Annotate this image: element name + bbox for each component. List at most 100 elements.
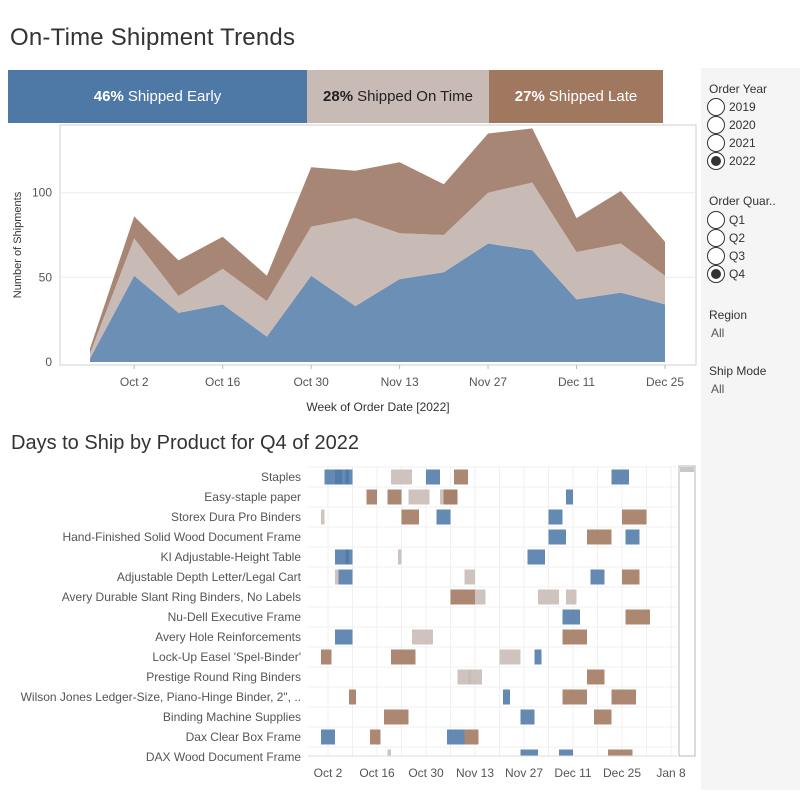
gantt-x-tick-label: Oct 2 xyxy=(314,766,343,780)
gantt-bar-early[interactable] xyxy=(566,489,573,505)
gantt-bar-late[interactable] xyxy=(443,489,458,505)
gantt-bar-early[interactable] xyxy=(321,729,335,745)
gantt-bar-early[interactable] xyxy=(335,469,353,485)
gantt-bar-ontime[interactable] xyxy=(398,549,402,565)
gantt-bar-late[interactable] xyxy=(594,709,612,725)
gantt-bar-late[interactable] xyxy=(321,649,332,665)
days-to-ship-gantt-chart: Staples Easy-staple paper Storex Dura Pro … xyxy=(21,465,696,780)
gantt-bar-early[interactable] xyxy=(520,709,535,725)
radio-quarter-q1[interactable]: Q1 xyxy=(707,211,745,229)
gantt-bar-late[interactable] xyxy=(349,689,356,705)
gantt-bar-late[interactable] xyxy=(562,689,588,705)
gantt-bar-late[interactable] xyxy=(464,729,479,745)
area-y-tick-label: 100 xyxy=(32,186,52,200)
gantt-x-tick-label: Oct 30 xyxy=(408,766,444,780)
gantt-bar-early[interactable] xyxy=(590,569,605,585)
gantt-bar-early[interactable] xyxy=(345,469,350,485)
area-x-tick-label: Nov 27 xyxy=(469,375,507,389)
radio-quarter-q1-circle[interactable] xyxy=(707,211,725,229)
gantt-bar-late[interactable] xyxy=(625,609,651,625)
gantt-bar-late[interactable] xyxy=(391,649,416,665)
gantt-bar-late[interactable] xyxy=(608,749,633,757)
radio-year-2019-circle[interactable] xyxy=(707,98,725,116)
radio-quarter-q4[interactable]: Q4 xyxy=(707,265,745,283)
gantt-bar-late[interactable] xyxy=(611,689,637,705)
summary-early-label: Shipped Early xyxy=(127,88,222,105)
filter-order-year-title: Order Year xyxy=(709,82,768,96)
area-series-shipped-late[interactable] xyxy=(90,128,665,354)
gantt-bar-early[interactable] xyxy=(548,529,567,545)
gantt-bar-late[interactable] xyxy=(366,489,378,505)
gantt-bar-early[interactable] xyxy=(436,509,451,525)
gantt-bar-late[interactable] xyxy=(384,709,409,725)
gantt-product-label: Prestige Round Ring Binders xyxy=(146,670,301,684)
gantt-bar-ontime[interactable] xyxy=(391,469,412,485)
gantt-bar-early[interactable] xyxy=(548,509,563,525)
radio-year-2021-circle[interactable] xyxy=(707,134,725,152)
gantt-bar-late[interactable] xyxy=(622,509,647,525)
radio-year-2019[interactable]: 2019 xyxy=(707,98,756,116)
gantt-bar-early[interactable] xyxy=(426,469,440,485)
gantt-bar-late[interactable] xyxy=(587,529,612,545)
gantt-bar-ontime[interactable] xyxy=(321,509,325,525)
gantt-bar-early[interactable] xyxy=(335,549,353,565)
gantt-bar-late[interactable] xyxy=(401,509,420,525)
gantt-bar-late[interactable] xyxy=(450,589,476,605)
gantt-bar-early[interactable] xyxy=(447,729,465,745)
summary-shipped-late[interactable]: 27% Shipped Late xyxy=(489,70,663,123)
summary-ontime-label: Shipped On Time xyxy=(357,88,473,105)
radio-quarter-q3-circle[interactable] xyxy=(707,247,725,265)
gantt-bar-early[interactable] xyxy=(338,569,353,585)
gantt-bar-early[interactable] xyxy=(335,629,353,645)
radio-year-2022-circle[interactable] xyxy=(707,152,725,170)
gantt-bar-late[interactable] xyxy=(454,469,468,485)
area-x-tick-label: Nov 13 xyxy=(381,375,419,389)
gantt-bar-ontime[interactable] xyxy=(468,669,482,685)
gantt-bar-ontime[interactable] xyxy=(499,649,521,665)
gantt-bar-ontime[interactable] xyxy=(464,569,476,585)
gantt-bar-late[interactable] xyxy=(562,629,588,645)
gantt-bar-early[interactable] xyxy=(534,649,542,665)
gantt-bar-late[interactable] xyxy=(370,729,381,745)
gantt-section-title: Days to Ship by Product for Q4 of 2022 xyxy=(11,432,359,454)
gantt-bar-ontime[interactable] xyxy=(538,589,559,605)
radio-year-2022[interactable]: 2022 xyxy=(707,152,756,170)
gantt-bar-ontime[interactable] xyxy=(408,489,430,505)
gantt-bar-early[interactable] xyxy=(345,549,350,565)
filter-order-quarter-title: Order Quar.. xyxy=(709,194,776,208)
gantt-product-label: DAX Wood Document Frame xyxy=(146,750,301,764)
gantt-bar-late[interactable] xyxy=(387,489,402,505)
gantt-bar-ontime[interactable] xyxy=(566,589,577,605)
gantt-bar-early[interactable] xyxy=(520,749,539,757)
radio-year-2021[interactable]: 2021 xyxy=(707,134,756,152)
gantt-bar-ontime[interactable] xyxy=(475,589,486,605)
gantt-bar-late[interactable] xyxy=(587,669,605,685)
gantt-bar-early[interactable] xyxy=(503,689,510,705)
radio-quarter-q3[interactable]: Q3 xyxy=(707,247,745,265)
radio-year-2020[interactable]: 2020 xyxy=(707,116,756,134)
summary-shipped-on-time[interactable]: 28% Shipped On Time xyxy=(307,70,489,123)
gantt-scrollbar-thumb[interactable] xyxy=(680,467,694,472)
gantt-bar-late[interactable] xyxy=(622,569,640,585)
area-series-shipped-early[interactable] xyxy=(90,243,665,363)
gantt-bar-ontime[interactable] xyxy=(412,629,433,645)
filter-region-value[interactable]: All xyxy=(711,326,725,340)
area-series-shipped-on-time[interactable] xyxy=(90,182,665,359)
radio-year-2020-circle[interactable] xyxy=(707,116,725,134)
gantt-product-label: Storex Dura Pro Binders xyxy=(171,510,301,524)
gantt-bar-early[interactable] xyxy=(611,469,630,485)
gantt-bar-early[interactable] xyxy=(625,529,640,545)
gantt-scrollbar-track[interactable] xyxy=(678,465,696,757)
summary-shipped-early[interactable]: 46% Shipped Early xyxy=(8,70,307,123)
radio-quarter-q2[interactable]: Q2 xyxy=(707,229,745,247)
gantt-bar-early[interactable] xyxy=(562,609,581,625)
gantt-product-label: Lock-Up Easel 'Spel-Binder' xyxy=(152,650,301,664)
gantt-bar-ontime[interactable] xyxy=(335,569,339,585)
filter-ship-mode-value[interactable]: All xyxy=(711,382,725,396)
gantt-bar-early[interactable] xyxy=(559,749,573,757)
radio-quarter-q4-circle[interactable] xyxy=(707,265,725,283)
area-x-tick-label: Oct 16 xyxy=(205,375,241,389)
gantt-bar-early[interactable] xyxy=(527,549,546,565)
gantt-bar-ontime[interactable] xyxy=(387,749,392,757)
radio-quarter-q2-circle[interactable] xyxy=(707,229,725,247)
